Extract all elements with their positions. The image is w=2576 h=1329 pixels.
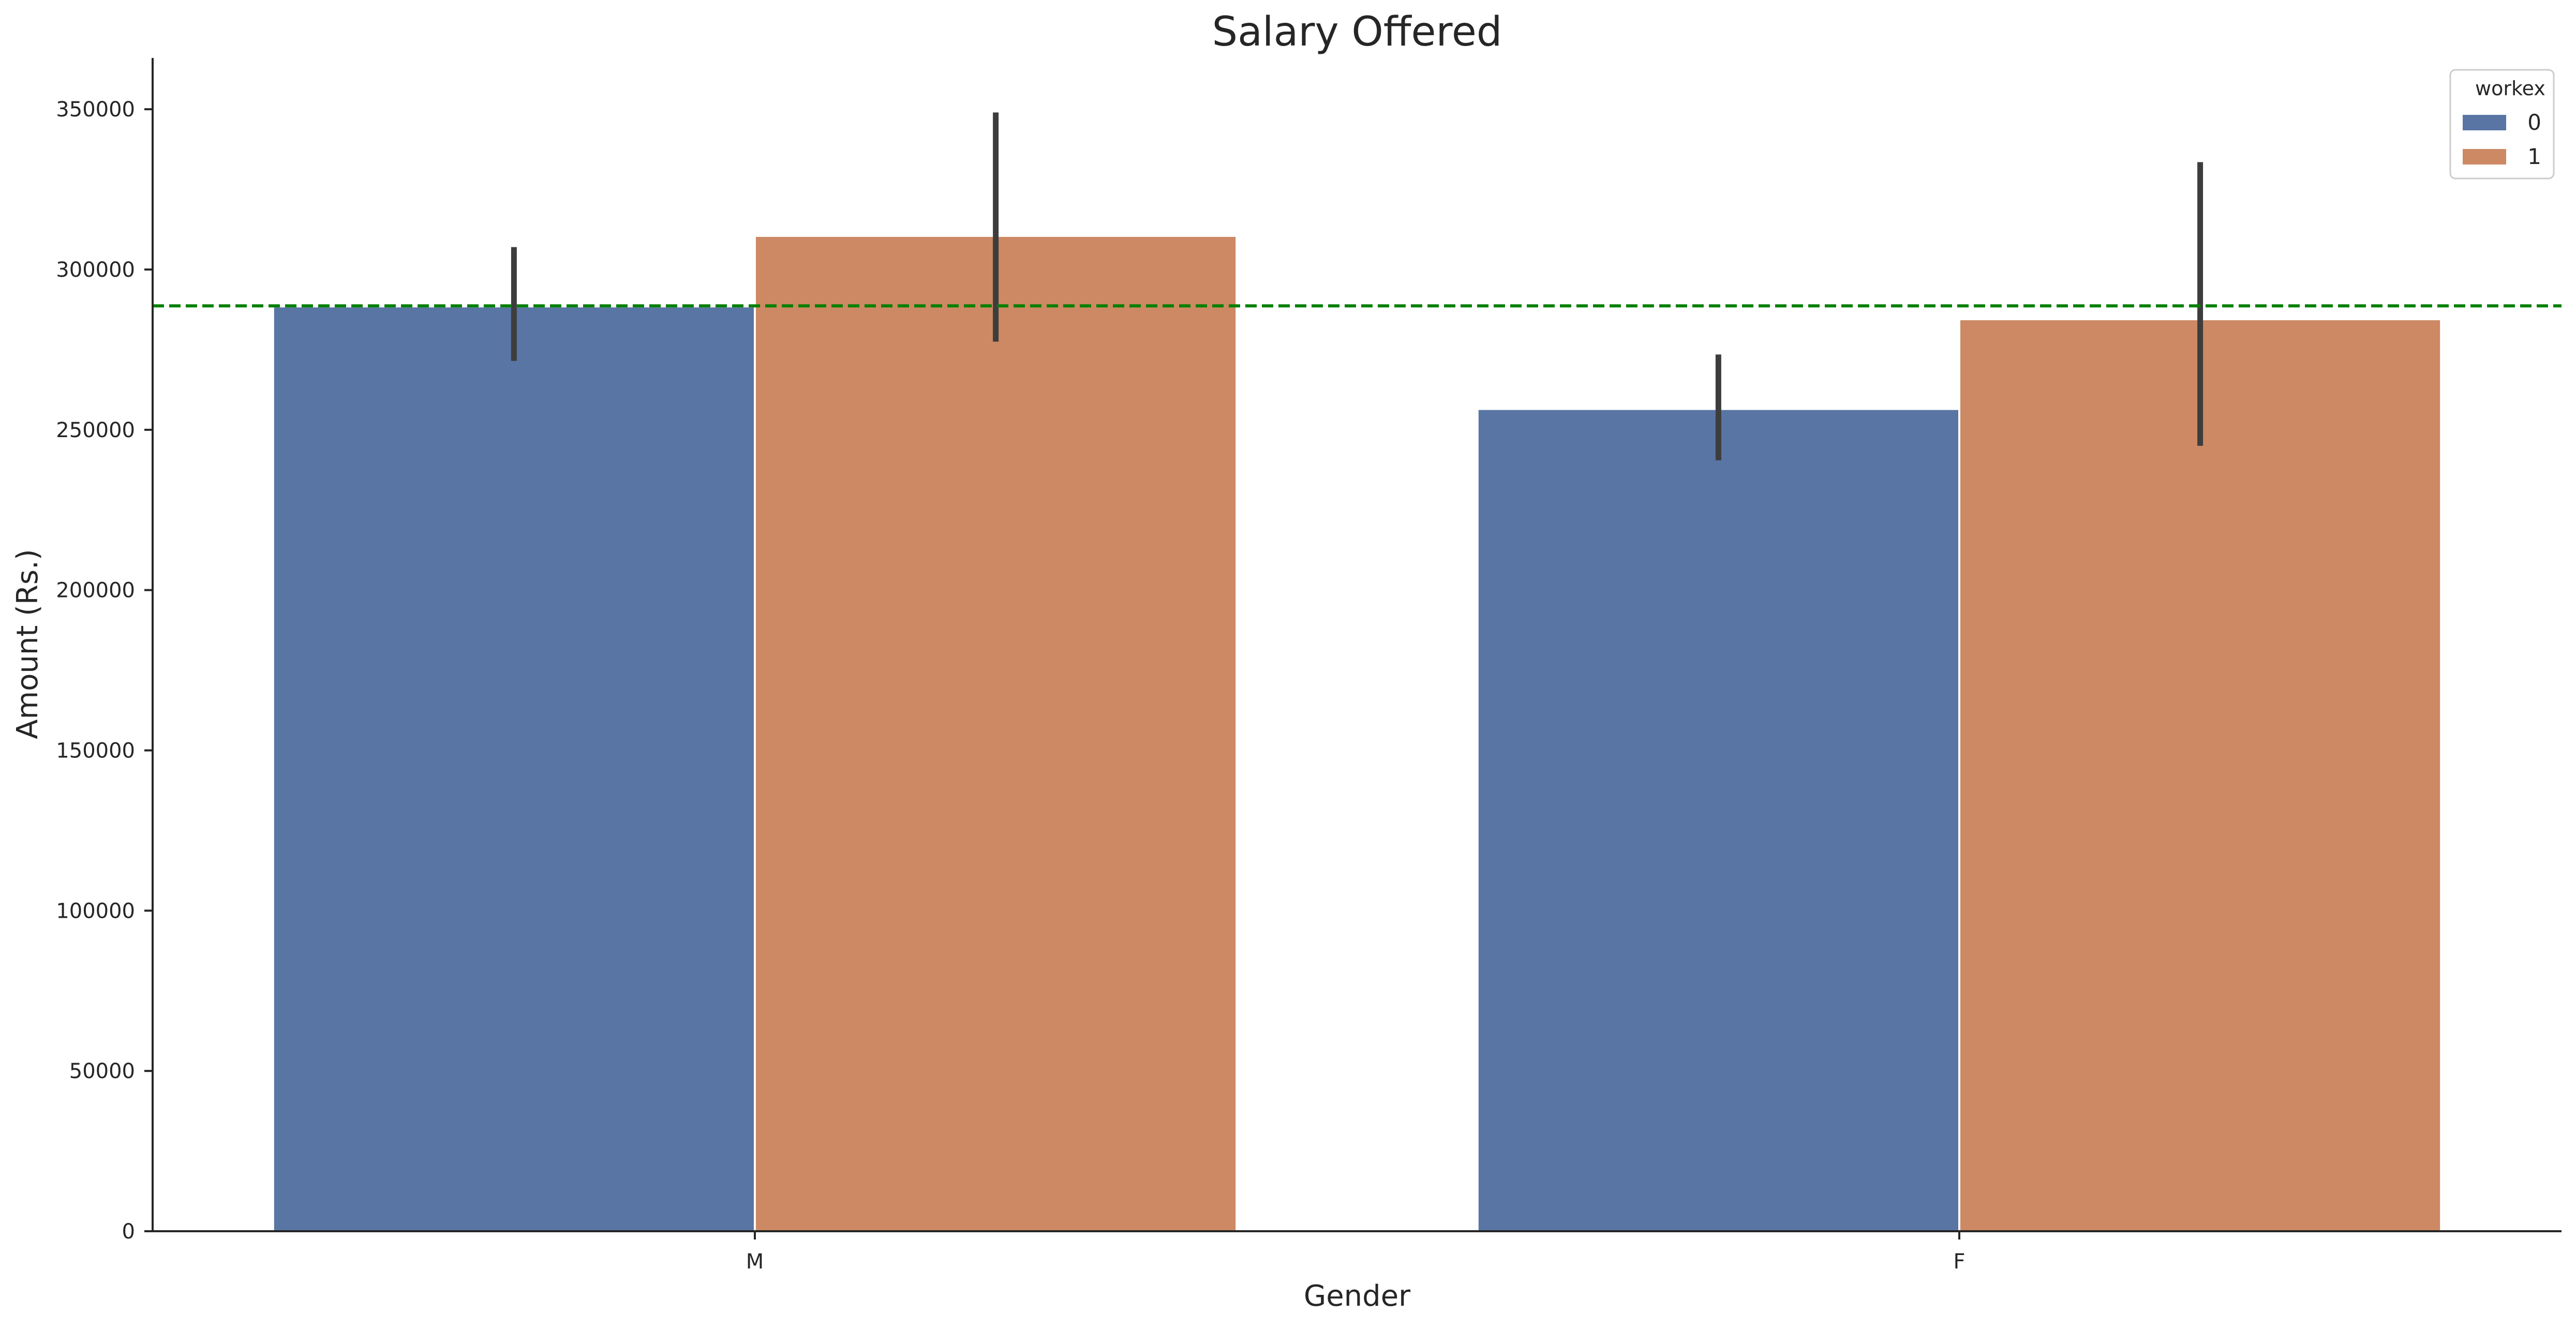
legend-title: workex — [2475, 77, 2545, 100]
legend-swatch-1 — [2463, 149, 2506, 165]
legend-label-1: 1 — [2527, 144, 2541, 169]
x-tick-label-1: F — [1953, 1250, 1965, 1274]
axes-layer: 0 50000 100000 150000 200000 250000 300000 3500… — [56, 58, 2562, 1274]
legend: workex 0 1 — [2449, 69, 2555, 180]
bar-F-series-0 — [1476, 408, 1961, 1232]
error-bars-layer — [511, 112, 2203, 460]
y-tick-label-7: 350000 — [56, 98, 135, 122]
legend-label-0: 0 — [2527, 110, 2541, 135]
y-tick-label-0: 0 — [122, 1220, 135, 1244]
bar-M-series-1 — [754, 234, 1238, 1232]
y-tick-label-5: 250000 — [56, 419, 135, 442]
y-tick-label-3: 150000 — [56, 739, 135, 763]
bars-layer — [272, 234, 2443, 1233]
chart-title: Salary Offered — [1212, 9, 1502, 55]
bar-M-series-0 — [272, 305, 756, 1233]
y-tick-label-4: 200000 — [56, 579, 135, 603]
legend-swatch-0 — [2463, 115, 2506, 130]
y-tick-label-6: 300000 — [56, 258, 135, 282]
bar-F-series-1 — [1958, 318, 2443, 1232]
y-tick-label-2: 100000 — [56, 899, 135, 923]
x-tick-label-0: M — [746, 1250, 764, 1274]
y-axis-label: Amount (Rs.) — [11, 549, 44, 739]
x-axis-label: Gender — [1304, 1279, 1411, 1313]
y-tick-label-1: 50000 — [69, 1059, 135, 1083]
